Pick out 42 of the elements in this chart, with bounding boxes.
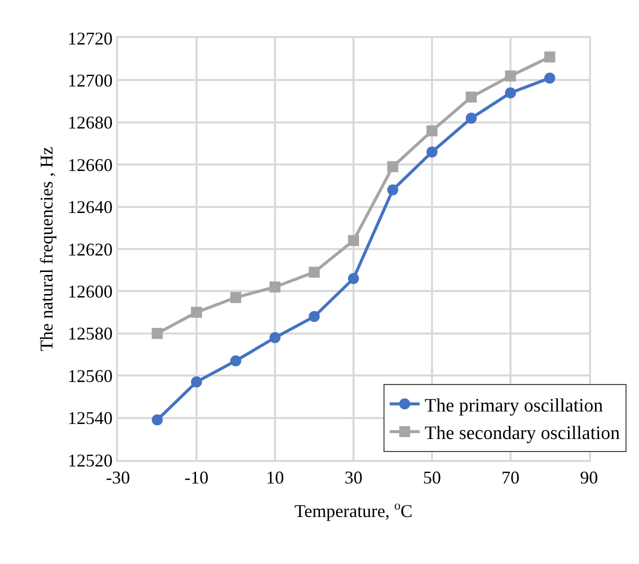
x-tick-label: 30 [344,467,362,488]
y-tick-label: 12600 [68,282,113,302]
y-tick-label: 12680 [68,112,113,133]
y-tick-label: 12660 [68,154,113,175]
point [191,306,202,318]
point [426,125,438,136]
point [191,376,202,388]
point [348,235,359,246]
point [308,266,320,278]
point [348,273,359,284]
y-tick-label: 12560 [68,366,113,386]
point [544,51,556,62]
point [270,281,280,292]
y-tick-label: 12640 [68,197,113,218]
point [230,355,242,366]
x-tick-label: 10 [266,467,284,488]
legend-label: The secondary oscillation [424,423,620,444]
y-tick-label: 12620 [68,239,113,260]
x-tick-label: 70 [502,467,520,488]
x-tick-label: 90 [580,467,598,488]
point [152,328,163,339]
point [387,184,398,196]
legend-label: The primary oscillation [424,395,604,416]
point [544,72,556,84]
point [387,161,398,172]
point [505,70,516,82]
point [230,292,242,304]
point [426,146,438,158]
point [270,332,280,344]
point [152,414,163,426]
x-axis-title: Temperature, $^{o}$C [294,498,412,521]
y-tick-label: 12540 [68,408,113,428]
x-tick-label: 50 [423,467,441,488]
point [308,311,320,322]
y-axis-title: The natural frequencies , Hz [36,146,56,352]
point [466,92,477,103]
x-tick-label: -10 [184,467,208,488]
y-tick-label: 12720 [68,28,113,48]
y-tick-label: 12700 [68,70,113,90]
point [466,112,477,124]
y-tick-label: 12580 [68,324,113,344]
point [505,87,516,98]
